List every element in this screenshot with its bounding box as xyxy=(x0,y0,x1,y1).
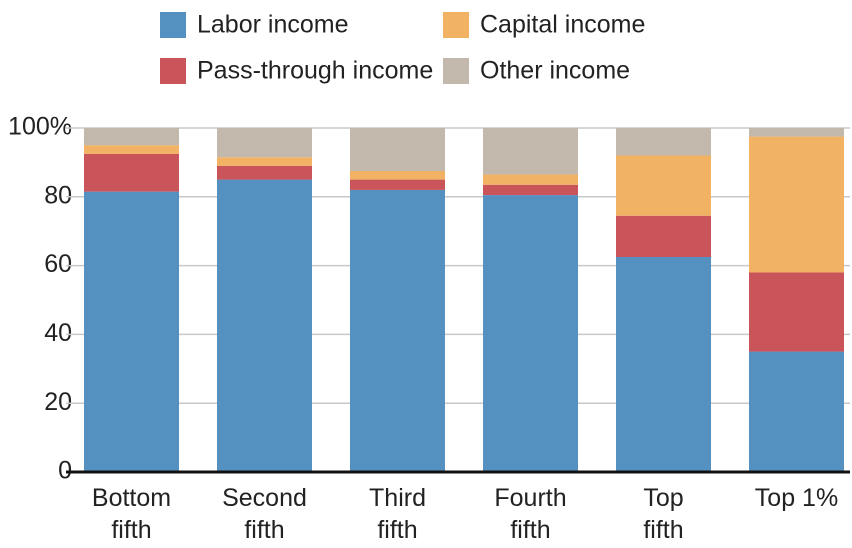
y-tick-label: 20 xyxy=(44,388,72,416)
bar-segment xyxy=(350,189,445,473)
bar-segment xyxy=(84,145,179,154)
y-tick-label: 100% xyxy=(8,113,72,141)
legend-swatch xyxy=(160,12,186,38)
legend-label: Pass-through income xyxy=(197,57,433,85)
x-tick-label: Fourth fifth xyxy=(494,484,567,544)
x-tick-label: Third fifth xyxy=(369,484,426,544)
bar-segment xyxy=(217,179,312,472)
bar-segment xyxy=(483,174,578,185)
bar-segment xyxy=(483,195,578,472)
x-tick-label: Top fifth xyxy=(643,484,684,544)
bar-segment xyxy=(749,351,844,472)
bar-segment xyxy=(84,153,179,192)
legend-label: Other income xyxy=(480,57,630,85)
bar-segment xyxy=(616,155,711,216)
legend-label: Capital income xyxy=(480,11,645,39)
x-tick-label: Second fifth xyxy=(222,484,307,544)
bar-segment xyxy=(483,128,578,175)
y-tick-label: 0 xyxy=(58,457,72,485)
bar-segment xyxy=(350,128,445,171)
x-tick-label: Top 1% xyxy=(754,484,839,512)
x-tick-label: Bottom fifth xyxy=(91,484,172,544)
bar-segment xyxy=(217,157,312,166)
bar-segment xyxy=(483,184,578,196)
legend-swatch xyxy=(160,58,186,84)
legend-swatch xyxy=(443,12,469,38)
bar-segment xyxy=(616,128,711,156)
bar-segment xyxy=(616,215,711,257)
legend-swatch xyxy=(443,58,469,84)
y-tick-label: 40 xyxy=(44,319,72,347)
legend-label: Labor income xyxy=(197,11,348,39)
bar-segment xyxy=(350,171,445,180)
bar-segment xyxy=(84,128,179,146)
bar-segment xyxy=(84,191,179,472)
bar-segment xyxy=(217,128,312,158)
bar-segment xyxy=(749,136,844,273)
bar-segment xyxy=(350,179,445,190)
y-tick-label: 60 xyxy=(44,250,72,278)
bar-segment xyxy=(616,257,711,472)
bar-segment xyxy=(217,165,312,180)
bar-segment xyxy=(749,128,844,137)
bar-segment xyxy=(749,272,844,352)
y-tick-label: 80 xyxy=(44,181,72,209)
